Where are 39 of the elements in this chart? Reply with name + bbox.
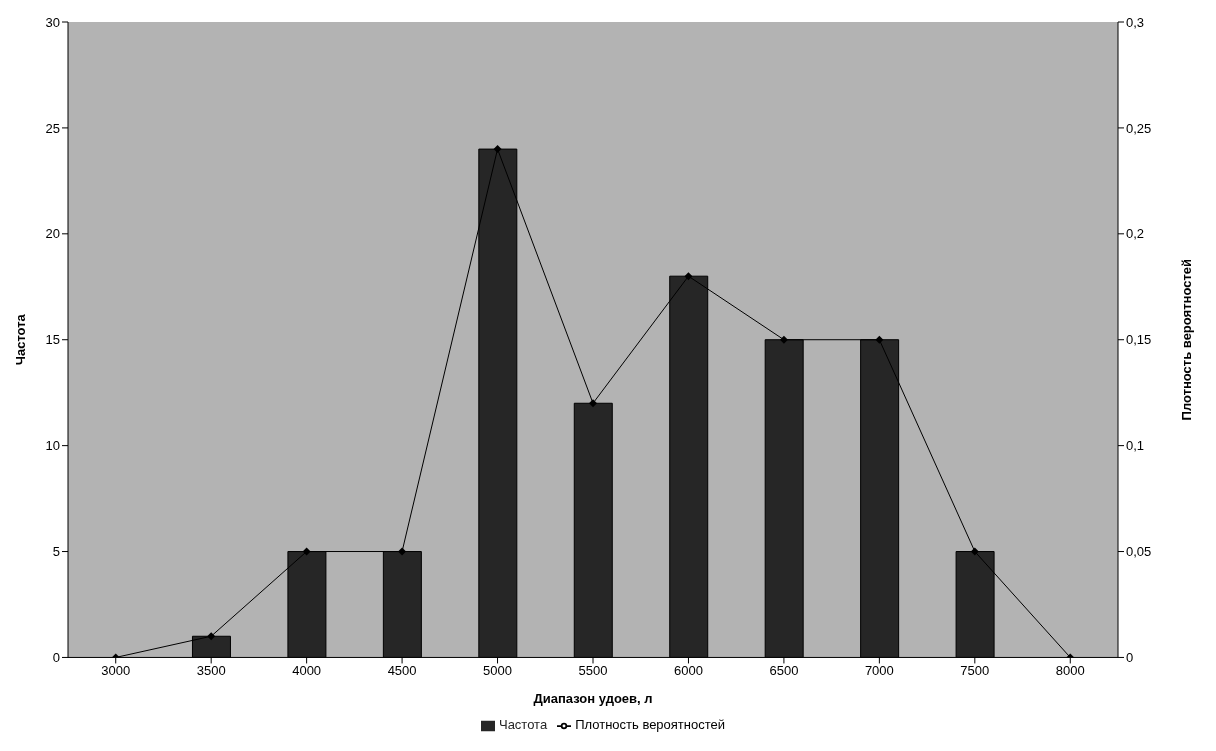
x-axis-title: Диапазон удоев, л: [533, 691, 653, 707]
x-tick-label: 4000: [292, 662, 322, 678]
y-tick-label: 25: [45, 120, 60, 136]
x-tick-label: 6000: [673, 662, 703, 678]
y2-tick-label: 0,05: [1126, 544, 1152, 560]
point: [684, 272, 693, 281]
point: [493, 145, 502, 154]
x-tick-label: 6500: [769, 662, 799, 678]
y-tick-label: 0: [52, 650, 60, 666]
x-tick-label: 3500: [196, 662, 226, 678]
x-tick-label: 3000: [101, 662, 131, 678]
x-tick-label: 4500: [387, 662, 417, 678]
point: [875, 335, 884, 344]
y2-tick-label: 0,25: [1126, 120, 1152, 136]
y-tick-label: 15: [45, 332, 60, 348]
legend-label: Частота: [498, 717, 548, 733]
point: [207, 632, 216, 641]
point: [589, 399, 597, 408]
point: [398, 547, 407, 556]
y-tick-label: 5: [52, 544, 60, 560]
x-tick-label: 5000: [483, 662, 513, 678]
legend-label: Плотность вероятностей: [575, 717, 726, 733]
y2-tick-label: 0,2: [1126, 226, 1145, 242]
y-tick-label: 30: [45, 14, 60, 30]
x-tick-label: 7000: [864, 662, 894, 678]
y2-tick-label: 0,15: [1126, 332, 1152, 348]
x-tick-label: 8000: [1055, 662, 1085, 678]
y2-tick-label: 0,3: [1126, 14, 1145, 30]
x-tick-label: 5500: [578, 662, 608, 678]
point: [302, 547, 311, 556]
point: [970, 547, 979, 556]
y-tick-label: 10: [45, 438, 60, 454]
x-tick-label: 7500: [960, 662, 990, 678]
y-tick-label: 20: [45, 226, 60, 242]
y-axis-title: Частота: [12, 313, 28, 366]
point: [779, 335, 788, 344]
y2-axis-title: Плотность вероятностей: [1178, 259, 1194, 421]
y2-tick-label: 0: [1126, 650, 1134, 666]
y2-tick-label: 0,1: [1126, 438, 1145, 454]
